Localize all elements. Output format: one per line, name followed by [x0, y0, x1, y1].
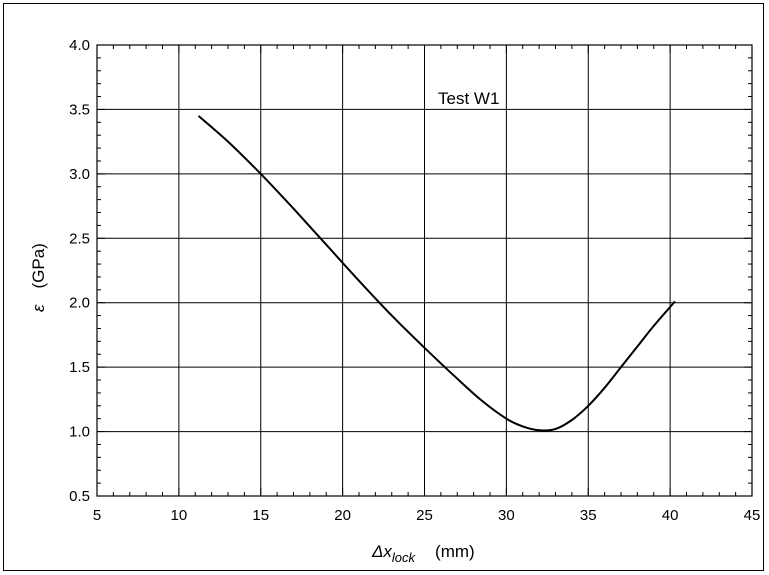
y-tick-label: 1.0 [69, 424, 90, 441]
x-axis-unit: (mm) [435, 542, 475, 561]
x-tick-label: 20 [334, 507, 351, 524]
x-axis-symbol: Δx [371, 542, 392, 561]
y-axis-unit: (GPa) [29, 243, 48, 288]
y-tick-label: 3.0 [69, 166, 90, 183]
y-tick-label: 2.5 [69, 230, 90, 247]
x-tick-label: 35 [580, 507, 597, 524]
x-tick-label: 15 [252, 507, 269, 524]
x-tick-label: 10 [171, 507, 188, 524]
x-tick-label: 30 [498, 507, 515, 524]
y-axis-label: ε (GPa) [29, 243, 48, 312]
x-axis-label: Δxlock (mm) [371, 542, 475, 565]
y-tick-label: 3.5 [69, 101, 90, 118]
y-tick-label: 2.0 [69, 295, 90, 312]
x-tick-label: 5 [93, 507, 101, 524]
x-tick-label: 25 [416, 507, 433, 524]
y-tick-label: 0.5 [69, 488, 90, 505]
x-tick-labels: 5 10 15 20 25 30 35 40 45 [93, 507, 761, 524]
x-axis-subscript: lock [392, 550, 417, 565]
x-tick-label: 40 [662, 507, 679, 524]
y-tick-label: 4.0 [69, 37, 90, 54]
grid-lines [97, 45, 752, 496]
y-axis-symbol: ε [29, 304, 48, 312]
series-line [197, 115, 676, 432]
y-tick-labels: 0.5 1.0 1.5 2.0 2.5 3.0 3.5 4.0 [69, 37, 90, 505]
y-tick-label: 1.5 [69, 359, 90, 376]
plot-area [96, 44, 753, 497]
x-tick-label: 45 [744, 507, 761, 524]
chart-frame [3, 3, 764, 571]
chart-annotation: Test W1 [438, 89, 499, 108]
